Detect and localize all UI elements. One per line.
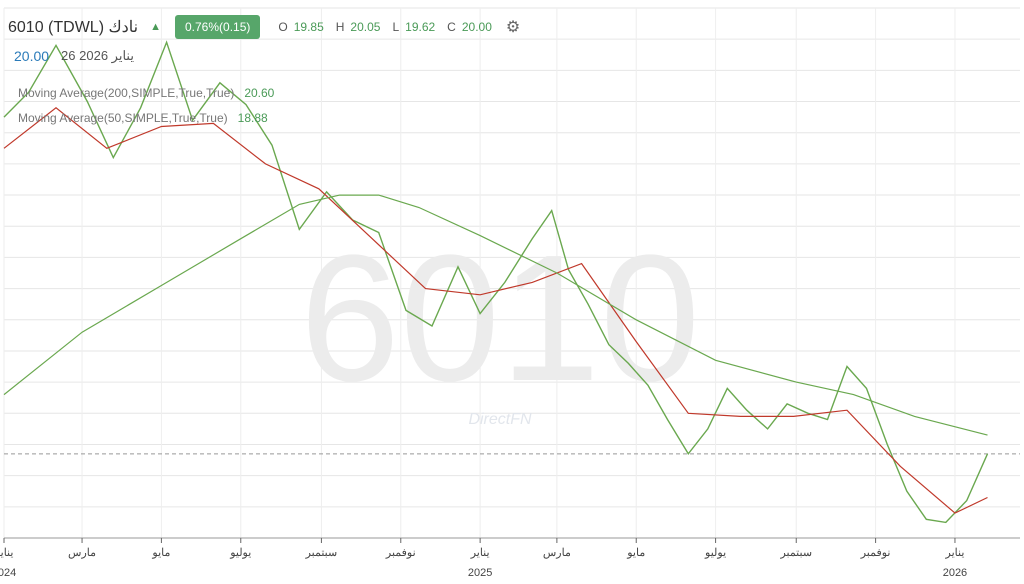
up-arrow-icon: ▲ — [150, 21, 161, 33]
x-tick-label: مايو — [626, 547, 645, 559]
x-tick-label: يناير — [470, 547, 490, 559]
ohlc-values: O 19.85 H 20.05 L 19.62 C 20.00 — [278, 20, 498, 34]
ohlc-high: 20.05 — [350, 20, 381, 34]
ohlc-open-key: O — [278, 20, 288, 34]
indicator-label: Moving Average(50,SIMPLE,True,True) — [18, 111, 228, 125]
x-tick-label: مارس — [543, 547, 571, 559]
indicator-label: Moving Average(200,SIMPLE,True,True) — [18, 86, 235, 100]
ohlc-low: 19.62 — [405, 20, 436, 34]
x-tick-label: نوفمبر — [860, 547, 891, 559]
ohlc-high-key: H — [335, 20, 345, 34]
indicator-value: 18.88 — [237, 111, 268, 125]
x-tick-year: 2024 — [0, 567, 16, 579]
series-line-price — [3, 40, 989, 524]
gear-icon[interactable]: ⚙ — [505, 19, 521, 36]
x-tick-label: يناير — [0, 547, 13, 559]
x-tick-label: مارس — [68, 547, 96, 559]
chart-series — [3, 40, 989, 524]
last-price-row: 20.00 26 يناير 2026 — [14, 48, 134, 64]
indicator-value: 20.60 — [244, 86, 275, 100]
x-tick-year: 2025 — [468, 567, 492, 579]
x-tick-label: مايو — [151, 547, 170, 559]
series-line-ma200 — [3, 194, 988, 436]
indicator-ma50[interactable]: Moving Average(50,SIMPLE,True,True) 18.8… — [18, 111, 268, 125]
last-date: 26 يناير 2026 — [61, 48, 134, 63]
chart-grid — [3, 7, 1020, 539]
x-tick-label: يوليو — [704, 547, 726, 559]
x-tick-label: سبتمبر — [779, 547, 812, 559]
ohlc-low-key: L — [392, 20, 400, 34]
ohlc-close-key: C — [447, 20, 456, 34]
x-tick-label: يوليو — [229, 547, 251, 559]
change-badge: 0.76%(0.15) — [175, 15, 261, 39]
x-tick-label: نوفمبر — [385, 547, 416, 559]
symbol-title: 6010 (TDWL) نادك — [8, 19, 139, 36]
x-tick-label: يناير — [945, 547, 965, 559]
x-axis: يناير 2024 مارس مايو يوليو سبتمبر نوفمبر يناير 2… — [0, 538, 967, 579]
last-price: 20.00 — [14, 48, 50, 64]
watermark-symbol: 6010 — [300, 218, 700, 419]
ohlc-open: 19.85 — [293, 20, 324, 34]
ohlc-close: 20.00 — [461, 20, 492, 34]
x-tick-year: 2026 — [943, 567, 967, 579]
watermark-brand: DirectFN — [468, 411, 532, 428]
series-line-ma50 — [3, 107, 988, 514]
x-tick-label: سبتمبر — [305, 547, 338, 559]
indicator-ma200[interactable]: Moving Average(200,SIMPLE,True,True) 20.… — [18, 86, 274, 100]
